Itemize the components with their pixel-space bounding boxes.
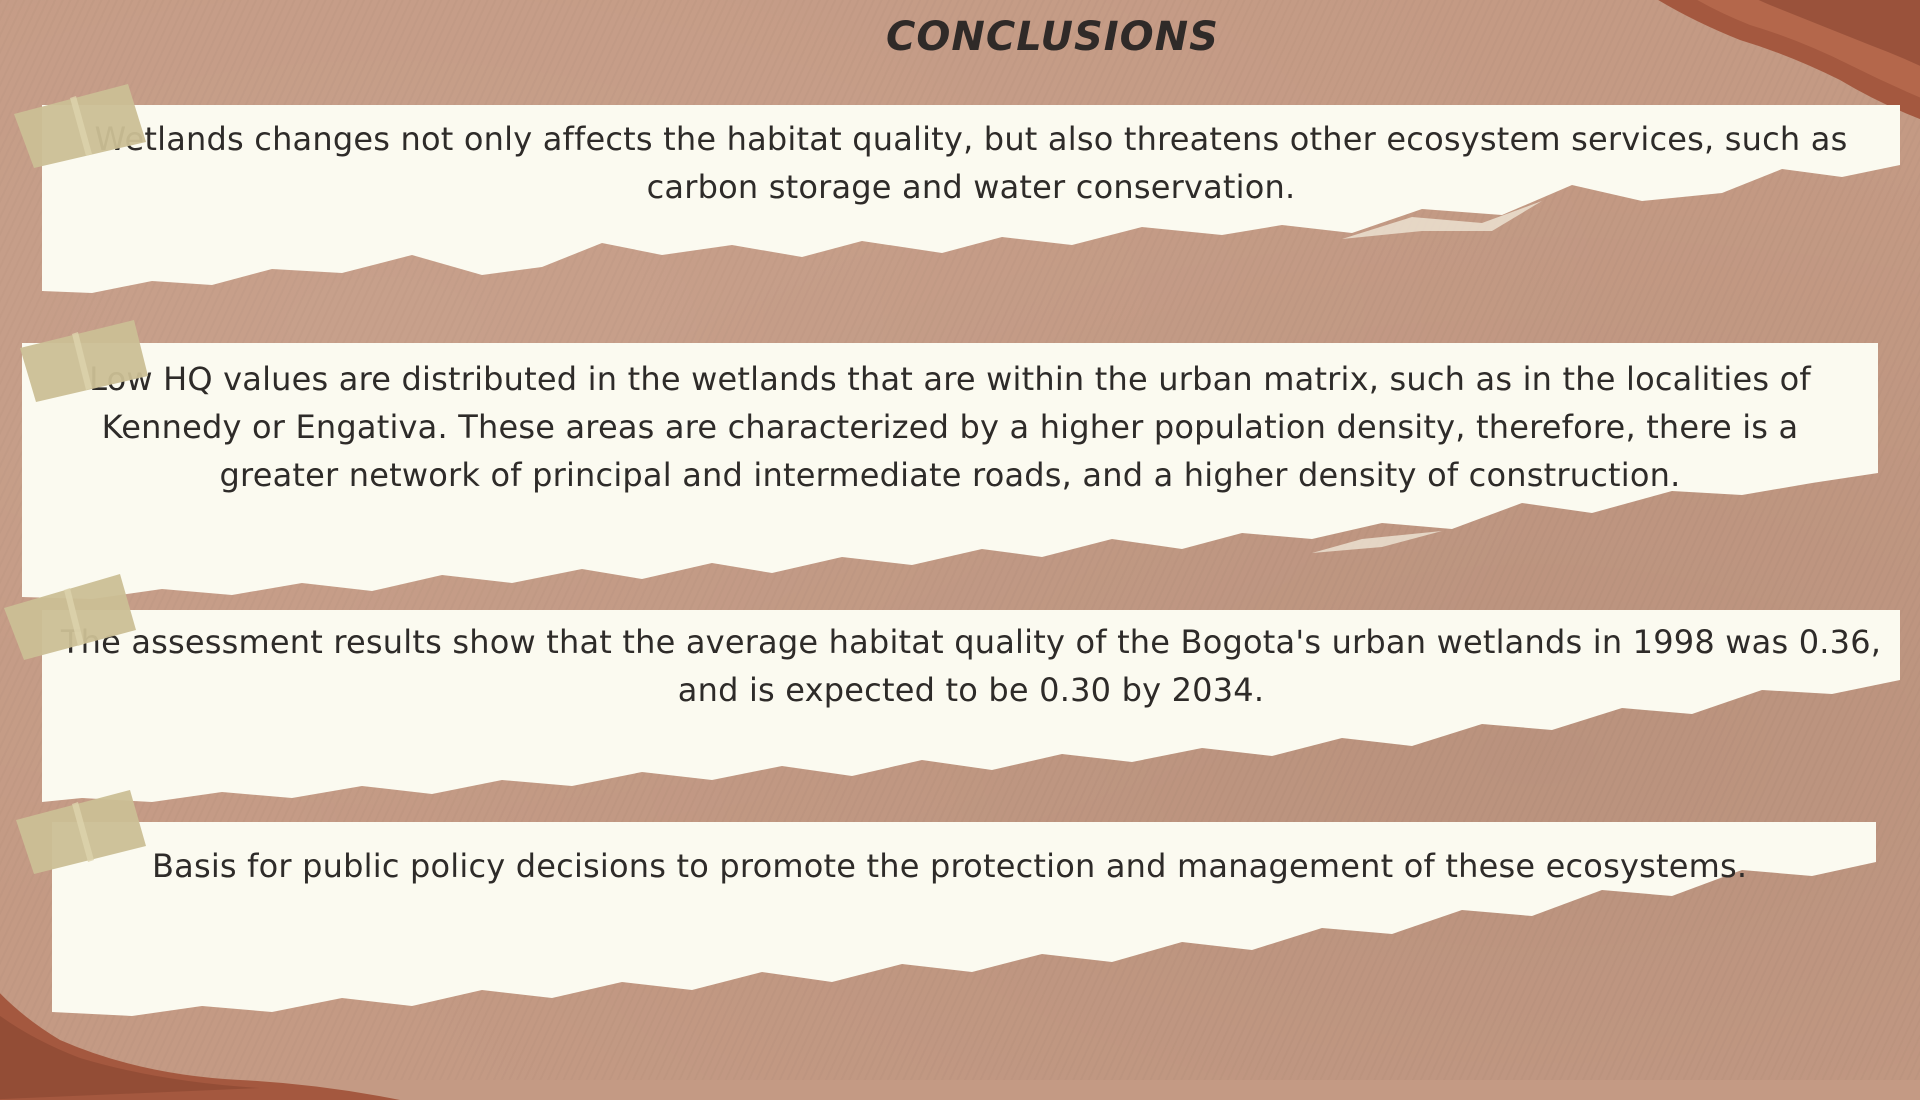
copper-foil-corner-bottom-left (0, 993, 400, 1100)
masking-tape-2 (20, 320, 148, 402)
card-text: Low HQ values are distributed in the wet… (89, 360, 1811, 494)
masking-tape-4 (16, 790, 146, 874)
card-text: The assessment results show that the ave… (60, 623, 1882, 709)
card-text: Wetlands changes not only affects the ha… (94, 120, 1848, 206)
conclusion-card-4: Basis for public policy decisions to pro… (52, 822, 1876, 1022)
masking-tape-1 (14, 84, 146, 168)
masking-tape-3 (4, 574, 136, 660)
slide-title: CONCLUSIONS (886, 14, 1219, 60)
conclusion-card-3: The assessment results show that the ave… (42, 610, 1900, 810)
conclusion-card-2: Low HQ values are distributed in the wet… (22, 343, 1878, 605)
copper-foil-corner-top-right (1658, 0, 1920, 120)
conclusion-card-1: Wetlands changes not only affects the ha… (42, 105, 1900, 305)
torn-paper-strip (22, 343, 1878, 599)
torn-paper-strip (52, 822, 1876, 1016)
torn-paper-strip (42, 105, 1900, 293)
torn-paper-strip (42, 610, 1900, 802)
card-text: Basis for public policy decisions to pro… (152, 847, 1748, 885)
